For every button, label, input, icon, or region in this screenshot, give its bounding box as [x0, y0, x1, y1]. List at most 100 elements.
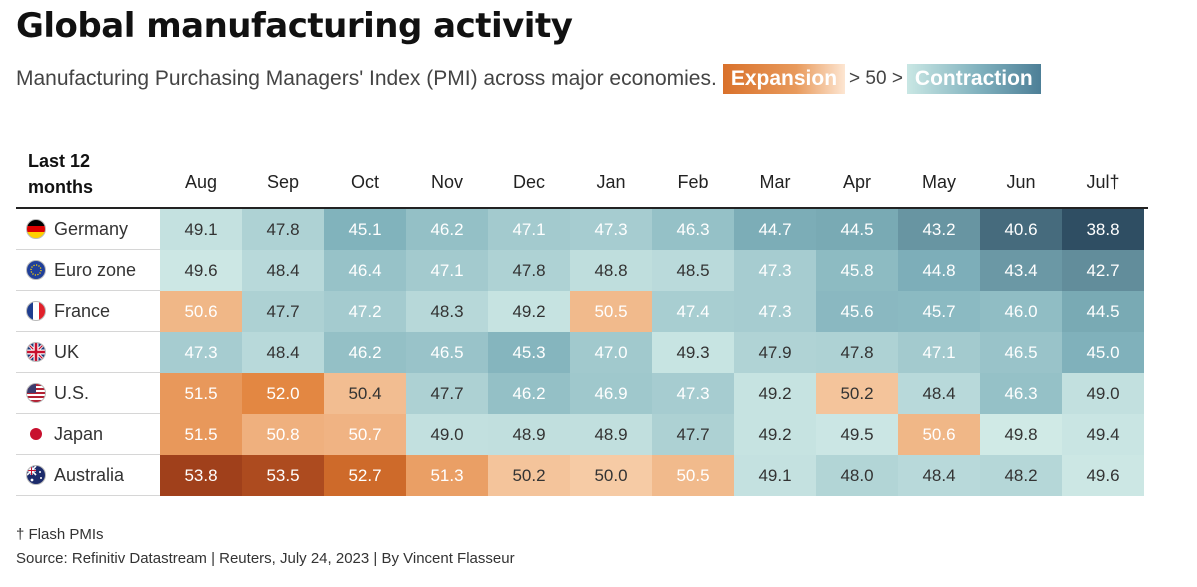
country-name: Euro zone [54, 259, 137, 280]
heatmap-cell: 51.3 [406, 455, 488, 496]
heatmap-cell: 48.9 [488, 414, 570, 455]
heatmap-cell: 47.1 [488, 209, 570, 250]
heatmap-cell: 44.7 [734, 209, 816, 250]
heatmap-cell: 49.8 [980, 414, 1062, 455]
heatmap-cell: 47.7 [652, 414, 734, 455]
country-row-label: UK [16, 332, 160, 373]
heatmap-cell: 51.5 [160, 373, 242, 414]
row-header-label: Last 12 months [28, 148, 108, 200]
heatmap-cell: 43.2 [898, 209, 980, 250]
heatmap-cell: 46.2 [324, 332, 406, 373]
us-flag-icon [26, 383, 46, 403]
heatmap-cell: 49.6 [160, 250, 242, 291]
heatmap-cell: 46.5 [406, 332, 488, 373]
heatmap-cell: 49.2 [488, 291, 570, 332]
heatmap-cell: 47.3 [734, 250, 816, 291]
month-label: Sep [266, 172, 300, 192]
country-row-label: Euro zone [16, 250, 160, 291]
heatmap-cell: 49.3 [652, 332, 734, 373]
legend-contraction: Contraction [906, 64, 1041, 94]
heatmap-cell: 48.4 [242, 250, 324, 291]
heatmap-cell: 47.3 [734, 291, 816, 332]
heatmap-cell: 46.2 [406, 209, 488, 250]
heatmap-cell: 47.2 [324, 291, 406, 332]
heatmap-cell: 50.7 [324, 414, 406, 455]
country-name: U.S. [54, 382, 90, 403]
heatmap-cell: 48.0 [816, 455, 898, 496]
heatmap-cell: 46.4 [324, 250, 406, 291]
heatmap-cell: 49.1 [734, 455, 816, 496]
month-label: Jun [1006, 172, 1036, 192]
country-row-label: Japan [16, 414, 160, 455]
month-label: Dec [512, 172, 545, 192]
heatmap-cell: 47.3 [160, 332, 242, 373]
heatmap-cell: 45.1 [324, 209, 406, 250]
heatmap-cell: 48.4 [242, 332, 324, 373]
heatmap-cell: 46.3 [980, 373, 1062, 414]
heatmap-cell: 47.9 [734, 332, 816, 373]
heatmap-cell: 49.5 [816, 414, 898, 455]
heatmap-cell: 45.7 [898, 291, 980, 332]
row-header-text: Last 12 months [28, 151, 93, 197]
euro-zone-flag-icon [26, 260, 46, 280]
germany-flag-icon [26, 219, 46, 239]
heatmap-cell: 46.3 [652, 209, 734, 250]
heatmap-cell: 45.8 [816, 250, 898, 291]
heatmap-cell: 47.7 [406, 373, 488, 414]
heatmap-cell: 48.8 [570, 250, 652, 291]
month-label: Mar [759, 172, 791, 192]
heatmap-cell: 47.4 [652, 291, 734, 332]
heatmap-cell: 48.4 [898, 373, 980, 414]
heatmap-cell: 43.4 [980, 250, 1062, 291]
heatmap-cell: 45.3 [488, 332, 570, 373]
country-name: Germany [54, 218, 129, 239]
heatmap-cell: 46.5 [980, 332, 1062, 373]
heatmap-cell: 52.0 [242, 373, 324, 414]
france-flag-icon [26, 301, 46, 321]
japan-flag-icon [26, 424, 46, 444]
heatmap-cell: 47.8 [242, 209, 324, 250]
heatmap-cell: 46.9 [570, 373, 652, 414]
country-name: UK [54, 341, 80, 362]
heatmap-cell: 50.5 [570, 291, 652, 332]
country-row-label: Australia [16, 455, 160, 496]
heatmap-cell: 47.0 [570, 332, 652, 373]
heatmap-cell: 49.0 [406, 414, 488, 455]
heatmap-cell: 49.2 [734, 373, 816, 414]
heatmap-cell: 48.4 [898, 455, 980, 496]
legend-expansion: Expansion [722, 64, 846, 94]
month-label: Nov [430, 172, 463, 192]
heatmap-cell: 47.7 [242, 291, 324, 332]
heatmap-cell: 49.4 [1062, 414, 1144, 455]
chart-subtitle: Manufacturing Purchasing Managers' Index… [16, 62, 1041, 96]
legend-threshold: > 50 > [849, 68, 903, 89]
month-label: Jul† [1086, 172, 1120, 192]
heatmap-cell: 50.5 [652, 455, 734, 496]
month-label: Aug [184, 172, 218, 192]
heatmap-cell: 42.7 [1062, 250, 1144, 291]
heatmap-cell: 50.2 [488, 455, 570, 496]
heatmap-cell: 47.1 [898, 332, 980, 373]
heatmap-cell: 49.2 [734, 414, 816, 455]
uk-flag-icon [26, 342, 46, 362]
heatmap-cell: 49.0 [1062, 373, 1144, 414]
header-divider [16, 207, 1148, 209]
heatmap-cell: 40.6 [980, 209, 1062, 250]
heatmap-cell: 50.4 [324, 373, 406, 414]
heatmap-cell: 47.8 [488, 250, 570, 291]
heatmap-cell: 47.1 [406, 250, 488, 291]
heatmap-cell: 47.3 [652, 373, 734, 414]
heatmap-cell: 48.2 [980, 455, 1062, 496]
heatmap-cell: 48.5 [652, 250, 734, 291]
heatmap-cell: 49.1 [160, 209, 242, 250]
country-row-label: France [16, 291, 160, 332]
heatmap-cell: 45.0 [1062, 332, 1144, 373]
country-row-label: U.S. [16, 373, 160, 414]
heatmap-cell: 46.2 [488, 373, 570, 414]
heatmap-cell: 51.5 [160, 414, 242, 455]
heatmap-cell: 48.9 [570, 414, 652, 455]
month-label: Oct [350, 172, 379, 192]
heatmap-cell: 46.0 [980, 291, 1062, 332]
heatmap-cell: 53.5 [242, 455, 324, 496]
month-label: Apr [842, 172, 871, 192]
